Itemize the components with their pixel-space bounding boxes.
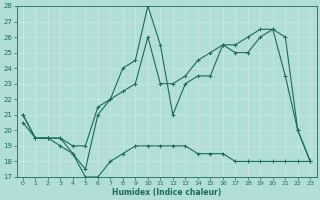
X-axis label: Humidex (Indice chaleur): Humidex (Indice chaleur) bbox=[112, 188, 221, 197]
